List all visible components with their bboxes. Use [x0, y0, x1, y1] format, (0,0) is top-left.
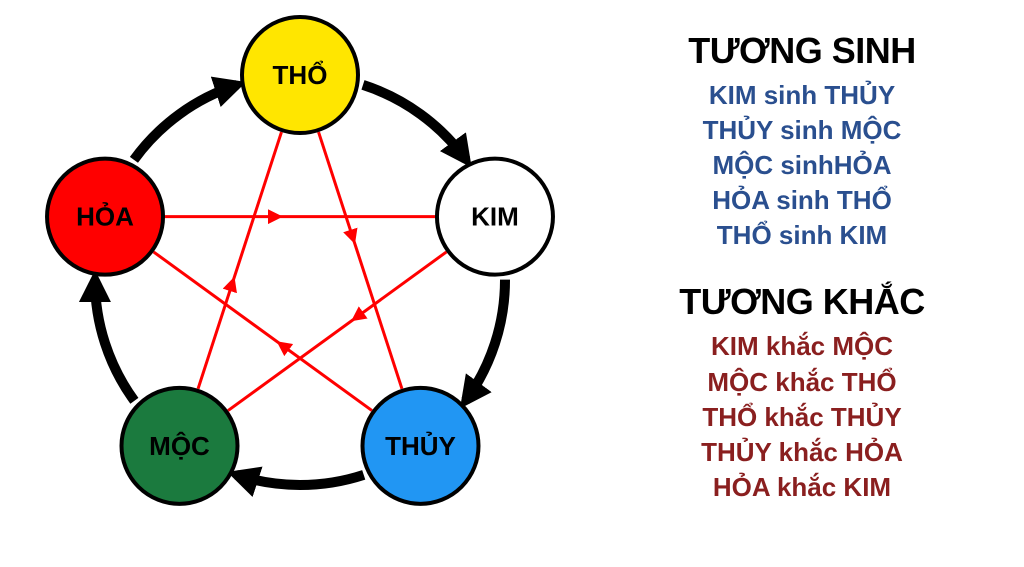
node-label-thuy: THỦY [385, 430, 456, 461]
diagram-area: THỔ KIM THỦY MỘC HỎA [0, 0, 600, 567]
khac-lines: KIM khắc MỘCMỘC khắc THỔTHỔ khắc THỦYTHỦ… [600, 329, 1004, 504]
outer-edge [134, 85, 237, 160]
sinh-line: THỦY sinh MỘC [600, 113, 1004, 148]
sinh-line: HỎA sinh THỔ [600, 183, 1004, 218]
inner-edge [198, 132, 281, 389]
sinh-line: THỔ sinh KIM [600, 218, 1004, 253]
section-sinh: TƯƠNG SINH KIM sinh THỦYTHỦY sinh MỘCMỘC… [600, 30, 1004, 253]
outer-edge [363, 85, 466, 160]
node-thuy: THỦY [362, 388, 478, 504]
outer-edge [236, 475, 363, 485]
khac-line: THỦY khắc HỎA [600, 435, 1004, 470]
node-label-hoa: HỎA [76, 201, 134, 232]
node-label-tho: THỔ [273, 60, 328, 90]
node-moc: MỘC [122, 388, 238, 504]
node-label-kim: KIM [471, 202, 519, 232]
khac-line: MỘC khắc THỔ [600, 365, 1004, 400]
khac-line: THỔ khắc THỦY [600, 400, 1004, 435]
outer-edge [95, 280, 134, 401]
khac-line: HỎA khắc KIM [600, 470, 1004, 505]
sinh-line: KIM sinh THỦY [600, 78, 1004, 113]
root: THỔ KIM THỦY MỘC HỎA TƯƠNG SINH KIM sinh THỦ… [0, 0, 1024, 567]
heading-sinh: TƯƠNG SINH [600, 30, 1004, 72]
sinh-line: MỘC sinhHỎA [600, 148, 1004, 183]
text-area: TƯƠNG SINH KIM sinh THỦYTHỦY sinh MỘCMỘC… [600, 0, 1024, 567]
node-label-moc: MỘC [149, 431, 210, 461]
inner-edge [319, 132, 402, 389]
node-kim: KIM [437, 159, 553, 275]
node-hoa: HỎA [47, 159, 163, 275]
section-khac: TƯƠNG KHẮC KIM khắc MỘCMỘC khắc THỔTHỔ k… [600, 281, 1004, 504]
five-elements-diagram: THỔ KIM THỦY MỘC HỎA [0, 0, 600, 567]
khac-line: KIM khắc MỘC [600, 329, 1004, 364]
sinh-lines: KIM sinh THỦYTHỦY sinh MỘCMỘC sinhHỎAHỎA… [600, 78, 1004, 253]
heading-khac: TƯƠNG KHẮC [600, 281, 1004, 323]
node-tho: THỔ [242, 17, 358, 133]
outer-edge [466, 280, 505, 401]
